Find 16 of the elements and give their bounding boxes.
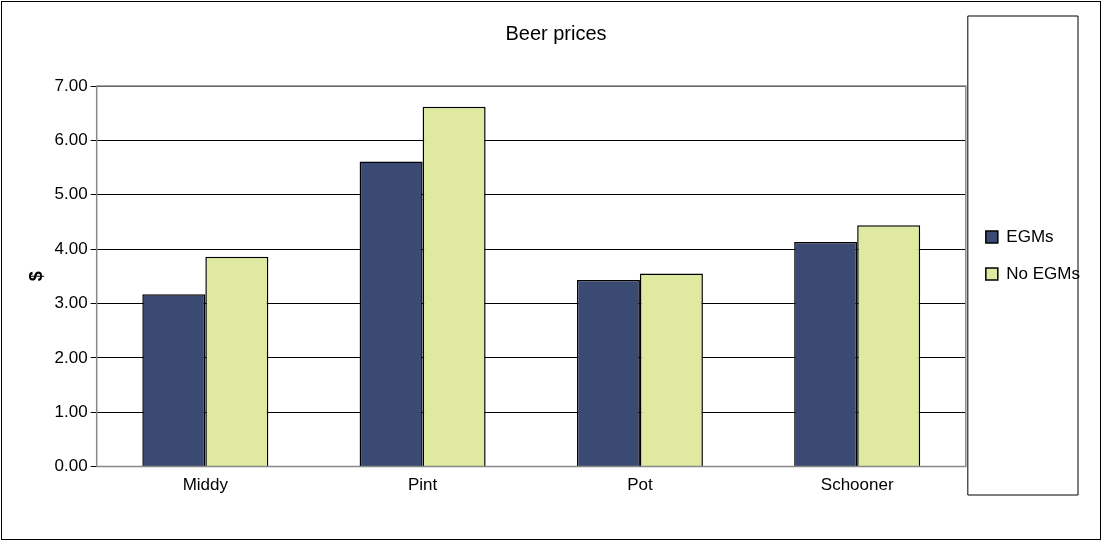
y-tick-label: 1.00 [54,401,88,421]
y-tick-label: 5.00 [54,184,88,204]
x-tick-label: Pint [407,475,438,495]
legend-label: EGMs [1006,226,1054,246]
x-tick-label: Schooner [820,475,894,495]
y-tick-label: 3.00 [54,293,88,313]
legend-label: No EGMs [1006,263,1081,283]
y-tick-label: 0.00 [54,456,88,476]
y-tick-label: 7.00 [54,75,88,95]
y-tick-label: 4.00 [54,238,88,258]
y-tick-label: 6.00 [54,130,88,150]
x-tick-label: Pot [627,475,653,495]
y-axis-title: $ [25,271,46,282]
x-tick-label: Middy [182,475,229,495]
chart-title: Beer prices [505,21,607,44]
y-tick-label: 2.00 [54,347,88,367]
